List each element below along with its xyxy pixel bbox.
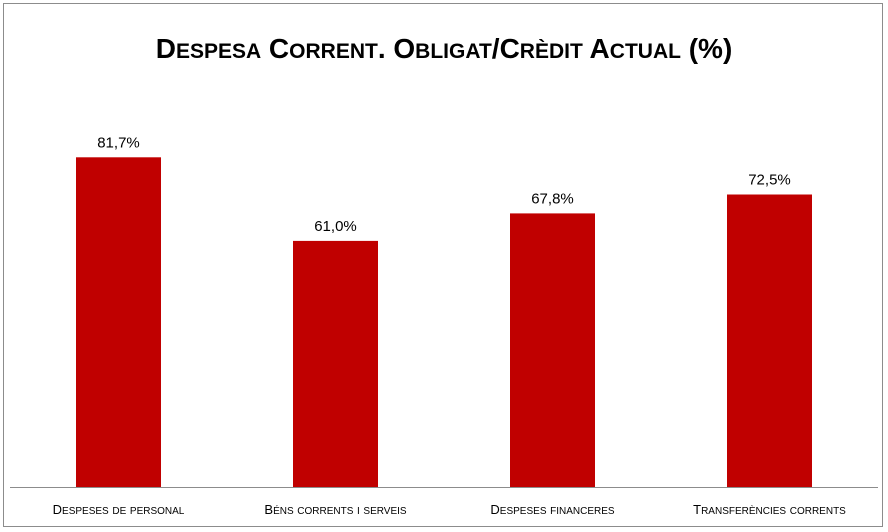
- bar-3: [510, 213, 595, 487]
- category-label-4: TRANSFERÈNCIES CORRENTS: [693, 502, 846, 517]
- bars-group: [76, 157, 812, 488]
- category-label-2: BÉNS CORRENTS I SERVEIS: [264, 502, 407, 517]
- data-label-4: 72,5%: [748, 172, 791, 189]
- chart-title: DESPESA CORRENT. OBLIGAT/CRÈDIT ACTUAL (…: [156, 33, 733, 64]
- data-label-1: 81,7%: [97, 134, 140, 151]
- bar-2: [293, 240, 378, 487]
- category-label-3: DESPESES FINANCERES: [490, 502, 615, 517]
- data-label-3: 67,8%: [531, 190, 574, 207]
- bar-1: [76, 157, 161, 488]
- bar-4: [727, 194, 812, 487]
- data-labels-group: 81,7% 61,0% 67,8% 72,5%: [97, 134, 791, 235]
- category-label-1: DESPESES DE PERSONAL: [53, 502, 185, 517]
- category-labels-group: DESPESES DE PERSONAL BÉNS CORRENTS I SERV…: [53, 502, 847, 517]
- data-label-2: 61,0%: [314, 218, 357, 235]
